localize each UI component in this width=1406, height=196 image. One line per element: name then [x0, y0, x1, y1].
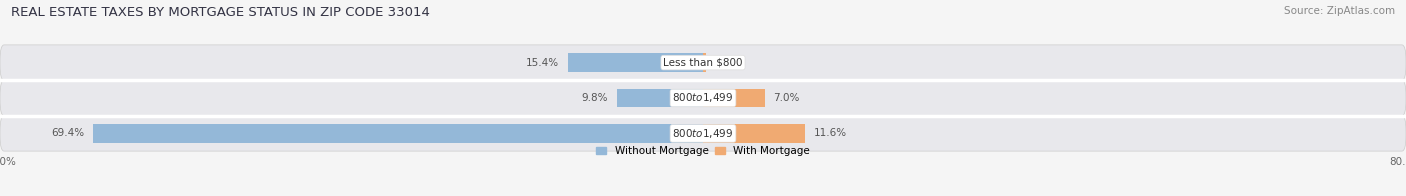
Text: 11.6%: 11.6%	[814, 128, 846, 138]
Bar	[617, 89, 703, 107]
Text: 9.8%: 9.8%	[582, 93, 609, 103]
Bar	[93, 124, 703, 143]
Bar	[703, 89, 765, 107]
Text: Less than $800: Less than $800	[664, 58, 742, 68]
Text: 0.3%: 0.3%	[714, 58, 741, 68]
Text: Source: ZipAtlas.com: Source: ZipAtlas.com	[1284, 6, 1395, 16]
Text: 7.0%: 7.0%	[773, 93, 800, 103]
FancyBboxPatch shape	[0, 80, 1406, 116]
FancyBboxPatch shape	[0, 116, 1406, 151]
Text: 69.4%: 69.4%	[51, 128, 84, 138]
Text: 15.4%: 15.4%	[526, 58, 560, 68]
FancyBboxPatch shape	[0, 45, 1406, 80]
Text: $800 to $1,499: $800 to $1,499	[672, 92, 734, 104]
Legend: Without Mortgage, With Mortgage: Without Mortgage, With Mortgage	[596, 146, 810, 156]
Text: $800 to $1,499: $800 to $1,499	[672, 127, 734, 140]
Text: REAL ESTATE TAXES BY MORTGAGE STATUS IN ZIP CODE 33014: REAL ESTATE TAXES BY MORTGAGE STATUS IN …	[11, 6, 430, 19]
Bar	[703, 53, 706, 72]
Bar	[703, 124, 804, 143]
Bar	[568, 53, 703, 72]
